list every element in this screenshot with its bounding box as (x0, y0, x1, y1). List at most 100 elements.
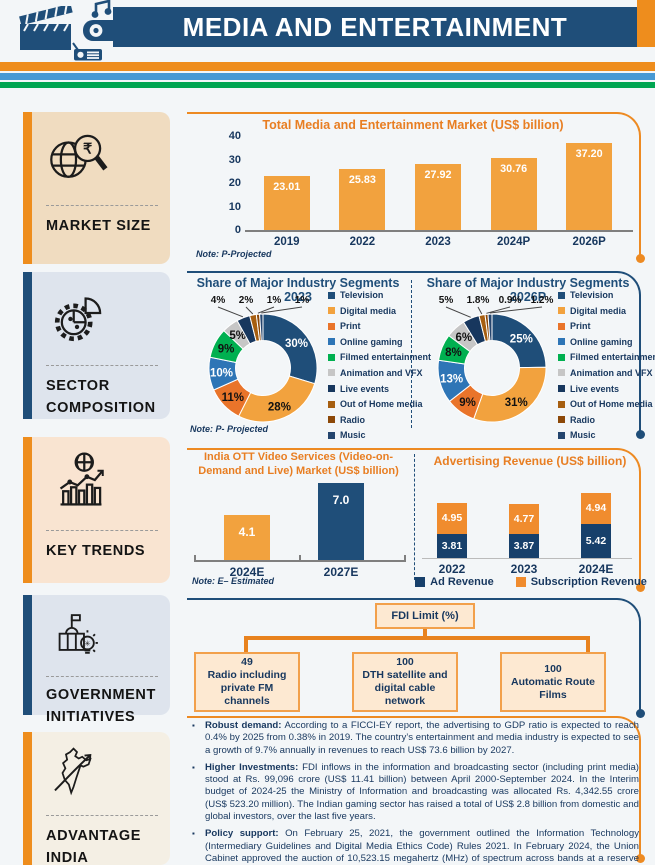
bar-value-ad-2024E: 5.42 (585, 534, 607, 547)
fdi-title-box: FDI Limit (%) (375, 603, 475, 629)
bar-value-ad-2022: 3.81 (441, 539, 463, 552)
legend-text: Radio (340, 414, 366, 425)
svg-text:₹: ₹ (83, 142, 93, 158)
bullet-lead: Robust demand: (205, 720, 282, 731)
frame-end-dot (636, 854, 645, 863)
segments-2023-legend: Television Digital media Print Online gamin… (328, 290, 431, 446)
callout-line (486, 306, 511, 314)
legend-swatch (328, 416, 335, 424)
bullet-marker: ▪ (192, 762, 195, 772)
donut-label: 30% (285, 338, 308, 350)
bar-2019 (263, 175, 310, 230)
legend-swatch (328, 322, 335, 330)
legend-item-online-gaming: Online gaming (558, 337, 642, 347)
bar-ad-2024E (581, 523, 611, 558)
fdi-connector-hline (244, 636, 590, 640)
bar-2022 (339, 169, 386, 230)
bar-value-2022: 25.83 (348, 174, 376, 187)
legend-text: Online gaming (570, 336, 633, 347)
axis-tick-1 (299, 555, 301, 560)
legend-swatch (558, 291, 565, 299)
divider (46, 815, 158, 816)
fdi-connector-stub (423, 629, 427, 637)
donut-label: 9% (459, 397, 476, 409)
legend-swatch (558, 307, 565, 315)
legend-item-online-gaming: Online gaming (328, 337, 412, 347)
x-label-2024E: 2024E (229, 565, 265, 579)
divider (46, 676, 158, 677)
fdi-connector-vright (586, 636, 590, 652)
frame-end-dot (636, 254, 645, 263)
legend-swatch (328, 400, 335, 408)
donut-slice-digital-media (238, 375, 316, 423)
advantage-india-icon (54, 747, 92, 796)
bar-ad-2023 (509, 533, 539, 558)
legend-text: Out of Home media (340, 399, 423, 410)
fdi-title: FDI Limit (%) (391, 610, 459, 622)
bullet-lead: Policy support: (205, 828, 279, 840)
x-label-2023: 2023 (510, 562, 538, 576)
donut-slice-television (262, 313, 318, 385)
segments-2026-donut-svg: 25% 31% 9% 13% 8% 6% 5% 1.8% 0.9% 1.2% (437, 295, 554, 423)
donut-slice-music (259, 313, 264, 342)
bullet-text: On February 25, 2021, the government out… (205, 828, 639, 863)
donut-label: 1% (295, 295, 310, 306)
government-initiatives-icon: ✳ (58, 614, 98, 654)
bar-value-2024E: 4.1 (238, 524, 256, 539)
bar-sub-2023 (509, 503, 539, 534)
fdi-label: DTH satellite and digital cable network (362, 669, 448, 707)
clapperboard-icon (19, 6, 73, 50)
bar-2024P (490, 157, 537, 230)
legend-text: Music (570, 430, 596, 441)
total-market-chart: 0 10 20 30 40 23.01 2019 25.83 2022 27.92 2023 30.7… (187, 130, 639, 248)
donut-label: 8% (445, 347, 462, 359)
x-label-2022: 2022 (438, 562, 466, 576)
fdi-label: Radio including private FM channels (207, 669, 287, 707)
bar-ad-2022 (437, 533, 467, 558)
ad-revenue-legend: Ad Revenue Subscription Revenue (415, 576, 647, 588)
legend-text: Television (340, 290, 384, 300)
bar-sub-2022 (437, 502, 467, 534)
fdi-value: 49 (241, 656, 253, 668)
stripe-green (0, 82, 655, 88)
donut-label: 1% (267, 295, 282, 306)
x-label-2024E: 2024E (578, 562, 614, 576)
x-label-2022: 2022 (349, 236, 376, 248)
segments-2026-donut: 25% 31% 9% 13% 8% 6% 5% 1.8% 0.9% 1.2% (418, 288, 556, 434)
bullet-lead: Higher Investments: (205, 761, 299, 773)
legend-item-music: Music (558, 430, 642, 440)
legend-text: Filmed entertainment (340, 352, 432, 363)
legend-item-television: Television (328, 290, 412, 300)
sidebar-label: ADVANTAGE INDIA (46, 828, 142, 865)
accent-bar (23, 272, 32, 419)
donut-label: 1.8% (467, 295, 490, 306)
legend-item-television: Television (558, 290, 642, 300)
bar-value-2026P: 37.20 (575, 147, 603, 160)
music-note-icon (91, 0, 112, 18)
sidebar-item-key-trends: KEY TRENDS (23, 437, 170, 583)
sector-composition-icon (54, 297, 102, 342)
legend-swatch (328, 369, 335, 377)
x-label-2024P: 2024P (496, 236, 531, 248)
accent-bar (23, 112, 32, 264)
page-title: MEDIA AND ENTERTAINMENT (182, 11, 568, 42)
callout-line (261, 306, 303, 314)
legend-swatch (558, 322, 565, 330)
legend-swatch (558, 385, 565, 393)
legend-text: Ad Revenue (430, 576, 494, 588)
bar-2023 (415, 164, 461, 230)
donut-label: 2% (239, 295, 254, 306)
segments-2023-donut-svg: 30% 28% 11% 10% 9% 5% 4% 2% 1% 1% (208, 295, 318, 423)
bar-value-sub-2023: 4.77 (513, 512, 535, 525)
ad-revenue-chart: 3.81 4.95 2022 3.87 4.77 2023 5.42 4.94 2024E Ad … (415, 466, 647, 588)
legend-text: Television (570, 290, 614, 300)
bar-sub-2024E (581, 492, 611, 524)
legend-swatch (328, 307, 335, 315)
legend-swatch (558, 353, 565, 361)
legend-item-filmed-entertainment: Filmed entertainment (558, 352, 655, 362)
total-market-title: Total Media and Entertainment Market (US… (262, 118, 564, 132)
market-size-icon: ₹ (50, 134, 108, 178)
legend-text: Digital media (340, 305, 397, 316)
legend-text: Live events (340, 383, 390, 394)
